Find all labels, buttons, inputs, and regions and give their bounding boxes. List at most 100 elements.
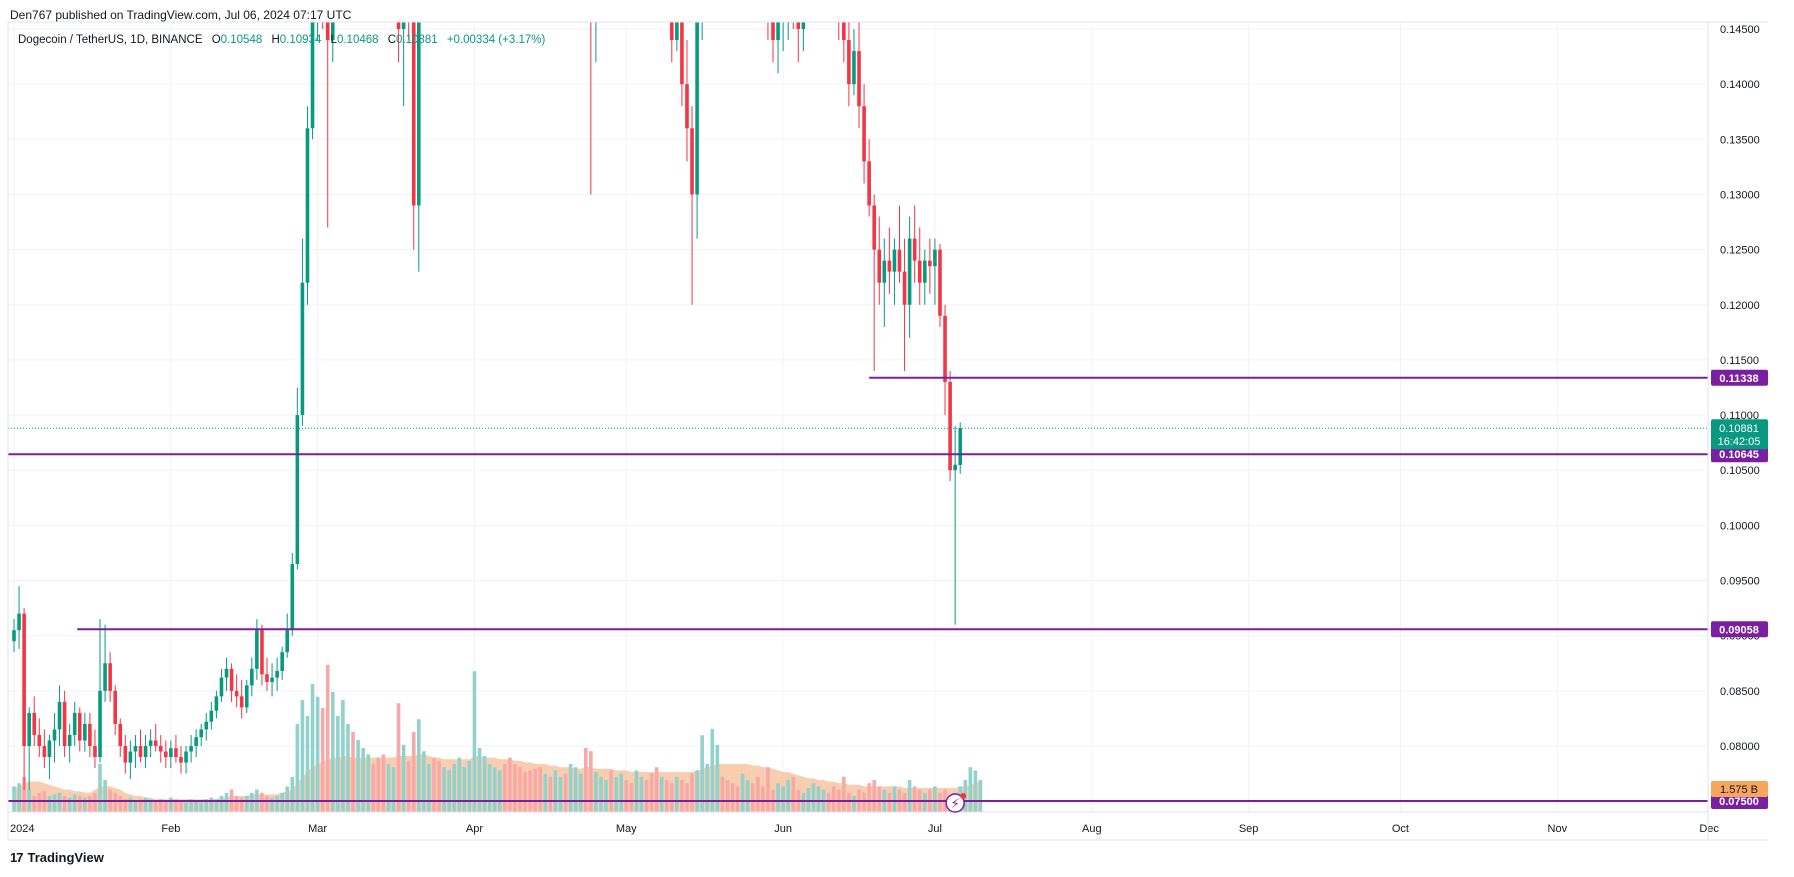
- symbol-title[interactable]: Dogecoin / TetherUS, 1D, BINANCE: [18, 34, 203, 46]
- candle-body: [867, 161, 871, 206]
- candle-body: [47, 740, 52, 758]
- candle-body: [224, 668, 229, 678]
- candle-body: [52, 729, 57, 741]
- candle-body: [690, 128, 694, 195]
- volume-bar: [791, 776, 796, 812]
- volume-bar: [487, 764, 492, 812]
- volume-bar: [330, 692, 335, 812]
- volume-bar: [609, 770, 613, 812]
- y-tick-label: 0.11000: [1720, 410, 1759, 422]
- x-tick-label: Sep: [1239, 823, 1259, 835]
- tradingview-brand[interactable]: 17 TradingView: [10, 850, 104, 865]
- candle-body: [325, 22, 330, 41]
- candle-body: [103, 663, 107, 691]
- candle-body: [953, 464, 957, 471]
- volume-bar: [756, 776, 760, 812]
- candle-body: [847, 40, 851, 85]
- volume-bars: [12, 664, 983, 812]
- volume-bar: [386, 764, 391, 812]
- candle-body: [295, 415, 300, 564]
- candle-body: [882, 260, 887, 283]
- horizontal-levels[interactable]: [8, 376, 1708, 802]
- volume-bar: [735, 786, 740, 812]
- volume-bar: [578, 773, 583, 812]
- candles: [12, 22, 963, 791]
- candle-body: [250, 668, 254, 686]
- volume-bar: [77, 796, 82, 812]
- candle-body: [164, 751, 168, 758]
- volume-bar: [842, 776, 846, 812]
- volume-bar: [700, 735, 704, 812]
- volume-bar: [933, 786, 937, 812]
- volume-bar: [583, 748, 588, 812]
- candle-body: [219, 677, 224, 697]
- volume-bar: [543, 773, 548, 812]
- high-label: H: [271, 34, 280, 46]
- candle-body: [138, 746, 143, 758]
- volume-bar: [381, 754, 386, 812]
- candle-body: [229, 668, 234, 691]
- candle-body: [260, 630, 264, 675]
- volume-bar: [872, 780, 876, 812]
- candle-body: [98, 690, 102, 758]
- volume-bar: [148, 799, 153, 812]
- volume-bar: [37, 792, 42, 812]
- change-value: +0.00334 (+3.17%): [446, 34, 546, 46]
- volume-bar: [280, 792, 284, 812]
- candle-body: [189, 746, 193, 752]
- volume-bar: [219, 796, 224, 812]
- volume-bar: [801, 792, 806, 812]
- volume-bar: [351, 732, 355, 812]
- volume-bar: [234, 796, 239, 812]
- candle-body: [877, 249, 882, 283]
- volume-bar: [730, 783, 735, 812]
- volume-bar: [179, 800, 183, 812]
- candle-body: [862, 106, 866, 162]
- y-tick-label: 0.14000: [1720, 79, 1760, 91]
- volume-bar: [411, 732, 416, 812]
- y-tick-label: 0.11500: [1720, 355, 1759, 367]
- volume-bar: [811, 783, 816, 812]
- volume-bar: [695, 770, 699, 812]
- candle-body: [892, 249, 897, 272]
- event-dot: [960, 793, 967, 799]
- candle-body: [62, 701, 67, 746]
- volume-bar: [852, 796, 856, 812]
- candle-body: [255, 630, 259, 669]
- candle-body: [872, 205, 876, 250]
- candle-body: [148, 740, 153, 746]
- volume-bar: [310, 684, 315, 812]
- grid: [8, 22, 1708, 812]
- volume-bar: [902, 792, 907, 812]
- candle-body: [27, 712, 31, 746]
- event-lightning-icon[interactable]: [945, 793, 965, 813]
- volume-bar: [639, 776, 644, 812]
- candle-body: [209, 710, 214, 722]
- volume-bar: [887, 792, 892, 812]
- volume-bar: [57, 792, 62, 812]
- x-tick-label: Apr: [466, 823, 483, 835]
- volume-bar: [654, 767, 659, 812]
- volume-bar: [239, 797, 244, 812]
- candle-body: [857, 51, 861, 107]
- volume-bar: [548, 776, 553, 812]
- volume-bar: [594, 772, 598, 812]
- volume-bar: [877, 786, 882, 812]
- volume-bar: [528, 770, 532, 812]
- candle-body: [285, 630, 290, 653]
- volume-bar: [184, 802, 188, 812]
- candle-body: [923, 260, 927, 283]
- y-tick-label: 0.14500: [1720, 24, 1760, 36]
- y-tick-label: 0.12500: [1720, 245, 1760, 257]
- volume-bar: [432, 757, 436, 812]
- volume-bar: [244, 796, 249, 812]
- candle-body: [199, 729, 204, 738]
- volume-bar: [847, 792, 851, 812]
- candle-body: [852, 51, 856, 85]
- candle-body: [133, 746, 138, 752]
- volume-bar: [690, 773, 694, 812]
- volume-bar: [675, 776, 679, 812]
- volume-bar: [366, 754, 370, 812]
- volume-bar: [336, 716, 340, 812]
